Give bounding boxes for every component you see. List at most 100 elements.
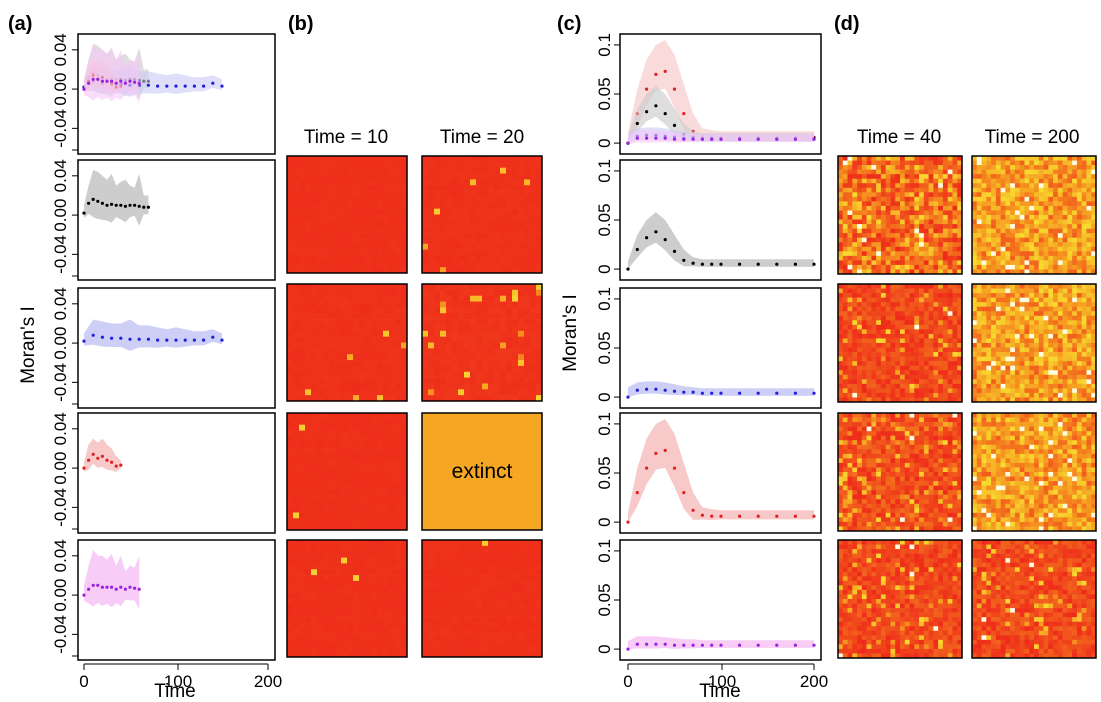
heatmap-cell xyxy=(1081,228,1087,234)
mean-point-purple xyxy=(812,137,816,141)
heatmap-cell xyxy=(1043,228,1049,234)
heatmap-cell xyxy=(317,383,324,390)
heatmap-cell xyxy=(317,255,324,262)
heatmap-cell xyxy=(365,196,372,204)
heatmap-cell xyxy=(341,563,348,570)
heatmap-cell xyxy=(904,324,910,330)
heatmap-cell xyxy=(383,301,390,308)
heatmap-cell xyxy=(1024,160,1030,166)
heatmap-cell xyxy=(446,313,453,320)
heatmap-cell xyxy=(488,645,495,652)
heatmap-cell xyxy=(464,348,471,355)
heatmap-cell xyxy=(464,360,471,367)
heatmap-cell xyxy=(919,178,925,184)
heatmap-cell xyxy=(395,627,402,634)
confidence-band-purple xyxy=(84,43,140,104)
heatmap-cell xyxy=(401,324,408,332)
heatmap-cell xyxy=(476,551,483,558)
heatmap-cell xyxy=(933,306,939,312)
heatmap-cell xyxy=(329,580,336,588)
heatmap-cell xyxy=(395,383,402,390)
heatmap-cell xyxy=(890,347,896,353)
heatmap-cell xyxy=(401,557,408,564)
heatmap-cell xyxy=(518,645,525,652)
y-tick-label: 0.1 xyxy=(595,287,614,311)
heatmap-cell xyxy=(488,330,495,337)
heatmap-cell xyxy=(1072,187,1078,193)
heatmap-cell xyxy=(323,377,330,384)
mean-point-purple xyxy=(137,81,141,85)
heatmap-cell xyxy=(1053,201,1059,207)
heatmap-cell xyxy=(488,202,495,209)
heatmap-cell xyxy=(428,598,435,605)
heatmap-cell xyxy=(440,633,447,640)
heatmap-cell xyxy=(401,360,408,367)
heatmap-cell xyxy=(377,569,384,576)
heatmap-cell xyxy=(880,347,886,353)
heatmap-cell xyxy=(885,174,891,179)
heatmap-cell xyxy=(928,320,934,326)
heatmap-cell xyxy=(536,179,543,186)
heatmap-cell xyxy=(371,563,378,570)
heatmap-cell xyxy=(933,165,939,170)
heatmap-cell xyxy=(957,284,963,289)
mean-point-black xyxy=(738,262,742,266)
heatmap-cell xyxy=(1057,251,1063,257)
heatmap-cell xyxy=(852,242,858,248)
heatmap-cell xyxy=(512,179,519,186)
heatmap-cell xyxy=(1000,160,1006,166)
heatmap-cell xyxy=(383,459,390,466)
heatmap-cell xyxy=(293,208,300,215)
heatmap-cell xyxy=(359,301,366,308)
heatmap-cell xyxy=(329,261,336,268)
heatmap-cell xyxy=(488,604,495,611)
heatmap-cell xyxy=(981,233,987,238)
heatmap-cell xyxy=(317,307,324,314)
heatmap-cell xyxy=(952,306,958,312)
heatmap-cell xyxy=(1081,246,1087,252)
heatmap-cell xyxy=(287,639,294,646)
heatmap-cell xyxy=(981,269,987,275)
heatmap-cell xyxy=(942,233,948,238)
heatmap-cell xyxy=(890,228,896,234)
heatmap-cell xyxy=(341,395,348,402)
heatmap-cell xyxy=(323,465,330,472)
heatmap-cell xyxy=(422,389,429,396)
heatmap-cell xyxy=(986,233,992,238)
heatmap-cell xyxy=(317,500,324,507)
heatmap-cell xyxy=(1014,269,1020,275)
heatmap-cell xyxy=(365,494,372,502)
heatmap-cell xyxy=(861,224,867,229)
heatmap-cell xyxy=(401,621,408,629)
heatmap-cell xyxy=(942,210,948,216)
heatmap-cell xyxy=(470,360,477,367)
heatmap-cell xyxy=(383,383,390,390)
heatmap-cell xyxy=(890,242,896,248)
heatmap-cell xyxy=(530,348,537,355)
heatmap-cell xyxy=(1005,205,1011,211)
heatmap-cell xyxy=(452,389,459,396)
heatmap-cell xyxy=(1019,219,1025,225)
heatmap-cell xyxy=(365,580,372,588)
heatmap-cell xyxy=(287,354,294,361)
heatmap-cell xyxy=(1086,210,1092,216)
heatmap-cell xyxy=(428,348,435,355)
heatmap-cell xyxy=(476,540,483,547)
heatmap-cell xyxy=(335,430,342,437)
heatmap-cell xyxy=(383,371,390,378)
heatmap-cell xyxy=(377,196,384,204)
heatmap-cell xyxy=(919,196,925,202)
heatmap-cell xyxy=(890,156,896,161)
heatmap-cell xyxy=(353,354,360,361)
heatmap-cell xyxy=(1091,160,1097,166)
mean-point-black xyxy=(682,258,686,262)
heatmap-cell xyxy=(464,156,471,163)
heatmap-cell xyxy=(359,616,366,623)
heatmap-cell xyxy=(1034,201,1040,207)
heatmap-cell xyxy=(1034,264,1040,270)
heatmap-cell xyxy=(476,604,483,611)
heatmap-cell xyxy=(470,214,477,221)
heatmap-cell xyxy=(923,329,929,335)
heatmap-cell xyxy=(317,208,324,215)
heatmap-cell xyxy=(401,307,408,314)
